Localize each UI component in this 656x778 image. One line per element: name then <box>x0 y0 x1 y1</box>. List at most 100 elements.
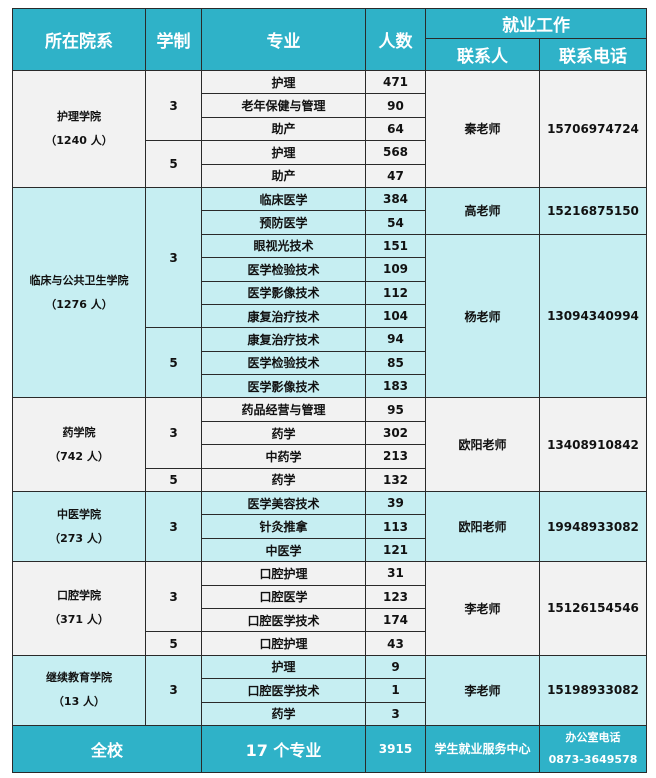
major-cell: 中医学 <box>201 537 366 563</box>
phone-cell: 15198933082 <box>539 654 647 726</box>
count-cell: 121 <box>365 537 426 563</box>
years-cell: 3 <box>145 186 202 329</box>
count-cell: 39 <box>365 491 426 516</box>
phone-cell: 15126154546 <box>539 561 647 656</box>
major-cell: 助产 <box>201 116 366 142</box>
years-cell: 5 <box>145 327 202 399</box>
major-cell: 康复治疗技术 <box>201 303 366 329</box>
contact-cell: 杨老师 <box>425 233 540 399</box>
table-row: 口腔学院 （371 人） 3 口腔护理 31 李老师 15126154546 <box>12 561 647 656</box>
count-cell: 123 <box>365 584 426 609</box>
phone-cell: 15216875150 <box>539 186 647 235</box>
footer-center: 学生就业服务中心 <box>425 724 540 773</box>
college-cell: 中医学院 （273 人） <box>12 491 146 563</box>
major-cell: 医学检验技术 <box>201 257 366 282</box>
college-name: 中医学院 <box>57 507 101 521</box>
major-cell: 护理 <box>201 140 366 165</box>
count-cell: 104 <box>365 303 426 329</box>
major-cell: 医学美容技术 <box>201 491 366 516</box>
count-cell: 9 <box>365 654 426 680</box>
major-cell: 针灸推拿 <box>201 514 366 539</box>
count-cell: 43 <box>365 631 426 656</box>
count-cell: 568 <box>365 140 426 165</box>
count-cell: 3 <box>365 701 426 726</box>
header-contact: 联系人 <box>425 38 540 71</box>
major-cell: 护理 <box>201 654 366 680</box>
count-cell: 64 <box>365 116 426 142</box>
college-cell: 护理学院 （1240 人） <box>12 70 146 188</box>
table-row: 眼视光技术 151 杨老师 13094340994 <box>12 233 647 399</box>
count-cell: 109 <box>365 257 426 282</box>
count-cell: 47 <box>365 163 426 188</box>
years-cell: 3 <box>145 654 202 726</box>
major-cell: 助产 <box>201 163 366 188</box>
college-cell: 继续教育学院 （13 人） <box>12 654 146 726</box>
major-cell: 中药学 <box>201 444 366 469</box>
years-cell: 3 <box>145 69 202 142</box>
footer-majors: 17 个专业 <box>201 724 366 773</box>
major-cell: 康复治疗技术 <box>201 327 366 352</box>
header-phone: 联系电话 <box>539 38 647 71</box>
count-cell: 112 <box>365 280 426 305</box>
count-cell: 174 <box>365 607 426 633</box>
count-cell: 90 <box>365 93 426 118</box>
office-phone: 0873-3649578 <box>548 752 638 766</box>
table-row: 护理学院 （1240 人） 3 护理 471 秦老师 15706974724 <box>12 69 647 188</box>
count-cell: 94 <box>365 327 426 352</box>
count-cell: 31 <box>365 561 426 586</box>
employment-contact-table: 所在院系 学制 专业 人数 就业工作 联系人 联系电话 护理学院 （1240 人）… <box>12 8 647 773</box>
table-body: 护理学院 （1240 人） 3 护理 471 秦老师 15706974724 老年保健与管理 9… <box>12 69 647 726</box>
contact-cell: 高老师 <box>425 186 540 235</box>
major-cell: 药学 <box>201 467 366 493</box>
college-total: （742 人） <box>49 449 109 463</box>
college-total: （1276 人） <box>45 297 113 311</box>
count-cell: 113 <box>365 514 426 539</box>
major-cell: 临床医学 <box>201 186 366 212</box>
years-cell: 3 <box>145 561 202 633</box>
count-cell: 213 <box>365 444 426 469</box>
college-total: （13 人） <box>52 695 106 709</box>
major-cell: 药学 <box>201 420 366 446</box>
years-cell: 3 <box>145 397 202 469</box>
count-cell: 85 <box>365 350 426 376</box>
college-name: 护理学院 <box>57 109 101 123</box>
major-cell: 老年保健与管理 <box>201 93 366 118</box>
count-cell: 132 <box>365 467 426 493</box>
footer-label: 全校 <box>12 724 202 773</box>
count-cell: 54 <box>365 210 426 235</box>
office-label: 办公室电话 <box>565 730 621 744</box>
college-name: 药学院 <box>62 425 96 439</box>
years-cell: 5 <box>145 467 202 493</box>
table-row: 药学院 （742 人） 3 药品经营与管理 95 欧阳老师 13408910842 <box>12 397 647 493</box>
contact-cell: 李老师 <box>425 561 540 656</box>
years-cell: 5 <box>145 631 202 656</box>
phone-cell: 15706974724 <box>539 70 647 188</box>
header-employment: 就业工作 <box>425 8 647 39</box>
count-cell: 302 <box>365 420 426 446</box>
count-cell: 151 <box>365 233 426 259</box>
major-cell: 药品经营与管理 <box>201 397 366 422</box>
contact-cell: 欧阳老师 <box>425 491 540 563</box>
major-cell: 口腔护理 <box>201 631 366 656</box>
table-row: 中医学院 （273 人） 3 医学美容技术 39 欧阳老师 19948933082 <box>12 491 647 563</box>
major-cell: 口腔护理 <box>201 561 366 586</box>
college-name: 继续教育学院 <box>46 671 112 685</box>
contact-cell: 欧阳老师 <box>425 397 540 493</box>
header-years: 学制 <box>145 8 202 71</box>
college-total: （273 人） <box>49 531 109 545</box>
header-count: 人数 <box>365 8 426 71</box>
table-row: 临床与公共卫生学院 （1276 人） 3 临床医学 384 高老师 15216875150 <box>12 186 647 399</box>
college-name: 临床与公共卫生学院 <box>29 273 129 287</box>
college-name: 口腔学院 <box>57 589 101 603</box>
count-cell: 183 <box>365 374 426 399</box>
header-major: 专业 <box>201 8 366 71</box>
college-cell: 口腔学院 （371 人） <box>12 561 146 656</box>
major-cell: 医学影像技术 <box>201 280 366 305</box>
years-cell: 5 <box>145 140 202 188</box>
major-cell: 眼视光技术 <box>201 233 366 259</box>
count-cell: 471 <box>365 69 426 95</box>
table-row: 继续教育学院 （13 人） 3 护理 9 李老师 15198933082 <box>12 654 647 726</box>
major-cell: 药学 <box>201 701 366 726</box>
major-cell: 医学检验技术 <box>201 350 366 376</box>
years-cell: 3 <box>145 491 202 563</box>
